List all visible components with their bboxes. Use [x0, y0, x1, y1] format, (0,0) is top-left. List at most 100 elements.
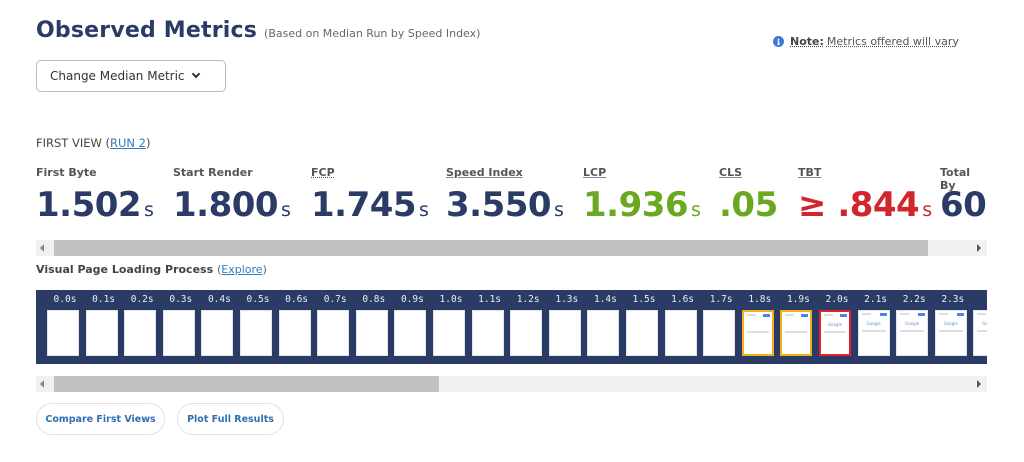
filmstrip-frame[interactable]: 1.5s [626, 290, 662, 356]
metric-label: TBT [798, 166, 822, 179]
first-view-prefix: FIRST VIEW ( [36, 136, 111, 150]
filmstrip-frame[interactable]: 0.1s [85, 290, 122, 356]
explore-link[interactable]: Explore [221, 263, 263, 276]
filmstrip-frame[interactable]: 0.5s [240, 290, 276, 356]
filmstrip-scrollbar[interactable] [36, 376, 987, 392]
scroll-right-arrow-icon[interactable] [977, 380, 981, 388]
filmstrip-frame[interactable]: 2.0s Google [819, 290, 855, 356]
scroll-left-arrow-icon[interactable] [40, 244, 44, 252]
filmstrip-frame[interactable]: 0.4s [201, 290, 237, 356]
frame-thumbnail: Google [973, 310, 987, 356]
filmstrip-frame[interactable]: 1.9s [780, 290, 816, 356]
frame-time: 2 [973, 290, 987, 307]
metric-value: .05 [719, 185, 778, 225]
filmstrip-frame[interactable]: 1.2s [510, 290, 546, 356]
visual-progress-label: Visual Page Loading Process [36, 263, 214, 276]
metric-total-bytes: Total By 60 [940, 166, 986, 225]
frame-time: 1.5s [632, 294, 656, 305]
frame-thumbnail [317, 310, 350, 356]
frame-time: 0.9s [400, 294, 424, 305]
metric-tbt[interactable]: TBT ≥ .844 s [798, 166, 932, 230]
filmstrip-frame[interactable]: 0.0s [47, 290, 83, 356]
metric-label: Start Render [173, 166, 253, 179]
frame-time: 0.7s [323, 294, 347, 305]
info-icon: i [773, 36, 784, 47]
filmstrip-frame[interactable]: 0.8s [355, 290, 392, 356]
sign-in-button-icon [956, 313, 964, 316]
metric-value: 60 [940, 185, 986, 225]
search-box-icon [824, 331, 846, 333]
plot-full-results-button[interactable]: Plot Full Results [177, 403, 284, 435]
frame-time: 0.4s [207, 294, 231, 305]
filmstrip-frame[interactable]: 2.2s Google [896, 290, 932, 356]
frame-thumbnail [47, 310, 79, 356]
metrics-row: First Byte 1.502 s Start Render 1.800 s FC… [36, 166, 986, 234]
metrics-note[interactable]: i Note: Metrics offered will vary [773, 35, 959, 48]
scrollbar-thumb[interactable] [54, 376, 439, 392]
frame-thumbnail [355, 310, 388, 356]
filmstrip-frame[interactable]: 1.8s [741, 290, 778, 356]
page-header-icon [900, 313, 910, 315]
frame-thumbnail [703, 310, 736, 356]
scroll-left-arrow-icon[interactable] [40, 380, 44, 388]
metrics-scrollbar[interactable] [36, 240, 987, 256]
filmstrip-frame[interactable]: 0.7s [317, 290, 353, 356]
frame-thumbnail [201, 310, 234, 356]
metric-lcp[interactable]: LCP 1.936 s [583, 166, 701, 230]
filmstrip-frame[interactable]: 1.1s [471, 290, 508, 356]
filmstrip-frame[interactable]: 0.2s [124, 290, 160, 356]
filmstrip-frame[interactable]: 1.0s [433, 290, 469, 356]
filmstrip-frame[interactable]: 2.1s Google [857, 290, 894, 356]
sign-in-button-icon [801, 314, 809, 317]
metric-value: 1.936 s [583, 185, 701, 225]
metric-speed-index[interactable]: Speed Index 3.550 s [446, 166, 564, 230]
filmstrip-frame[interactable]: 2 Google [973, 290, 987, 356]
frame-time: 1.8s [748, 294, 772, 305]
frame-thumbnail: Google [819, 310, 851, 356]
logo-text: Google [866, 321, 881, 326]
frame-time: 0.2s [130, 294, 154, 305]
metric-label: First Byte [36, 166, 97, 179]
frame-time: 0.6s [285, 294, 309, 305]
frame-thumbnail [548, 310, 581, 356]
frame-time: 2.2s [902, 294, 926, 305]
metric-value: 1.502 s [36, 185, 154, 225]
filmstrip-frame[interactable]: 0.6s [278, 290, 315, 356]
note-label: Note: [790, 35, 824, 48]
frame-thumbnail [278, 310, 311, 356]
filmstrip-frame[interactable]: 2.3s Google [934, 290, 971, 356]
search-box-icon [900, 330, 925, 332]
frame-time: 2.3s [941, 294, 965, 305]
page-header-icon [746, 314, 756, 316]
sign-in-button-icon [840, 314, 847, 317]
frame-thumbnail [626, 310, 658, 356]
filmstrip-frame[interactable]: 1.4s [587, 290, 623, 356]
frame-time: 1.3s [555, 294, 579, 305]
page-header-icon [977, 313, 987, 315]
metric-label: Total By [940, 166, 971, 192]
filmstrip-frame[interactable]: 0.3s [162, 290, 199, 356]
frame-thumbnail: Google [896, 310, 929, 356]
filmstrip-frame[interactable]: 1.7s [703, 290, 739, 356]
filmstrip-frame[interactable]: 1.6s [664, 290, 701, 356]
change-median-metric-button[interactable]: Change Median Metric [36, 60, 226, 92]
filmstrip-frame[interactable]: 1.3s [548, 290, 585, 356]
logo-text: Google [905, 321, 920, 326]
frame-thumbnail [780, 310, 813, 356]
compare-first-views-button[interactable]: Compare First Views [36, 403, 165, 435]
scrollbar-thumb[interactable] [54, 240, 928, 256]
note-text: Metrics offered will vary [826, 35, 959, 48]
metric-cls[interactable]: CLS .05 [719, 166, 778, 225]
metric-label: Speed Index [446, 166, 523, 179]
frame-time: 0.1s [92, 294, 116, 305]
frame-time: 2.0s [825, 294, 849, 305]
frame-thumbnail [471, 310, 504, 356]
metric-value: 3.550 s [446, 185, 564, 225]
frame-thumbnail [85, 310, 118, 356]
filmstrip-frame[interactable]: 0.9s [394, 290, 430, 356]
search-box-icon [977, 330, 987, 332]
metric-fcp[interactable]: FCP 1.745 s [311, 166, 429, 230]
run-link[interactable]: RUN 2 [110, 136, 146, 150]
frame-thumbnail [394, 310, 427, 356]
scroll-right-arrow-icon[interactable] [977, 244, 981, 252]
